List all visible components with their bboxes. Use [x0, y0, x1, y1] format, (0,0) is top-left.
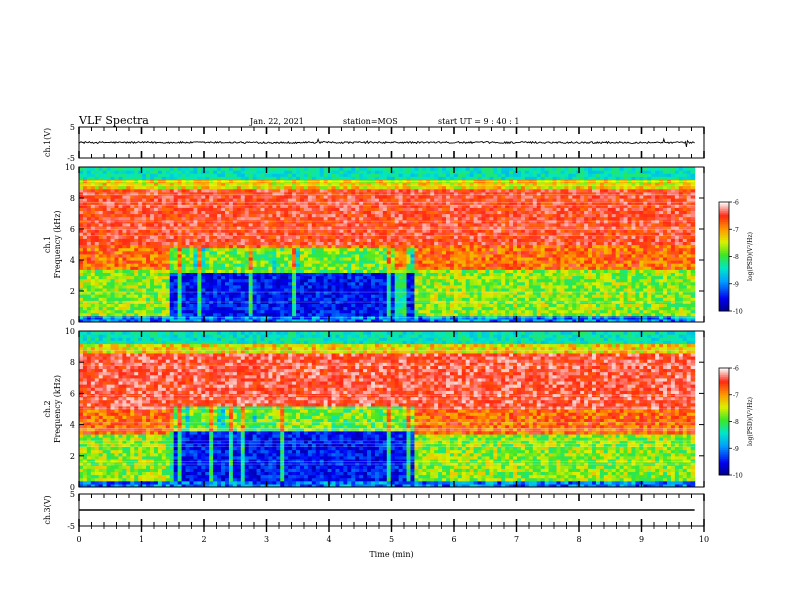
- colorbar-tick-label: -8: [733, 254, 739, 261]
- figure-title: VLF Spectra: [78, 114, 149, 127]
- spectrogram-image-2: [79, 331, 696, 487]
- colorbar-tick-label: -9: [733, 446, 739, 453]
- frequency-axis-label: Frequency (kHz): [53, 375, 62, 443]
- ch1-spectrogram-panel: 10 8 6 4 2 0 ch.1 Frequency (kHz): [43, 163, 705, 327]
- time-tick-label: 4: [326, 535, 331, 544]
- freq-tick-label: 4: [70, 421, 75, 430]
- voltage-axis-label: ch.3(V): [43, 495, 52, 524]
- ch2-spectrogram-panel: 10 8 6 4 2 0 ch.2 Frequency (kHz): [43, 327, 705, 492]
- spectrogram-image-1: [79, 167, 696, 322]
- colorbar-tick-label: -7: [733, 392, 739, 399]
- voltage-tick-label: -5: [67, 522, 75, 531]
- time-tick-label: 5: [389, 535, 394, 544]
- colorbar-label: log(PSD)(V²/Hz): [747, 397, 754, 446]
- colorbar-label: log(PSD)(V²/Hz): [747, 232, 754, 281]
- voltage-tick-label: 5: [70, 123, 75, 132]
- voltage-tick-label: -5: [67, 154, 75, 163]
- station-label: station=MOS: [343, 117, 398, 126]
- time-tick-label: 8: [576, 535, 581, 544]
- time-tick-label: 7: [514, 535, 519, 544]
- channel-label: ch.1: [43, 236, 52, 253]
- freq-tick-label: 10: [65, 163, 75, 172]
- ch3-waveform-panel: 5 -5 ch.3(V): [43, 490, 705, 531]
- time-axis-label: Time (min): [369, 550, 413, 559]
- ch2-colorbar: -6 -7 -8 -9 -10 log(PSD)(V²/Hz): [718, 366, 754, 480]
- time-tick-label: 6: [451, 535, 456, 544]
- colorbar-tick-label: -10: [733, 473, 743, 480]
- ch1-colorbar: -6 -7 -8 -9 -10 log(PSD)(V²/Hz): [718, 200, 754, 316]
- freq-tick-label: 4: [70, 256, 75, 265]
- colorbar-tick-label: -6: [733, 366, 739, 373]
- time-tick-label: 1: [139, 535, 144, 544]
- voltage-axis-label: ch.1(V): [43, 128, 52, 157]
- colorbar-tick-label: -10: [733, 309, 743, 316]
- freq-tick-label: 0: [70, 318, 75, 327]
- freq-tick-label: 0: [70, 483, 75, 492]
- waveform-trace-1: [78, 137, 695, 147]
- time-tick-label: 9: [639, 535, 644, 544]
- voltage-tick-label: 5: [70, 490, 75, 499]
- freq-tick-label: 6: [70, 225, 75, 234]
- freq-tick-label: 8: [70, 358, 75, 367]
- time-axis: 0 1 2 3 4 5 6 7 8 9 10 Time (min): [76, 526, 709, 559]
- freq-tick-label: 6: [70, 389, 75, 398]
- time-tick-label: 3: [264, 535, 269, 544]
- colorbar-tick-label: -6: [733, 200, 739, 207]
- colorbar-tick-label: -9: [733, 281, 739, 288]
- colorbar-tick-label: -8: [733, 419, 739, 426]
- date-label: Jan. 22, 2021: [249, 117, 304, 126]
- freq-tick-label: 10: [65, 327, 75, 336]
- ch1-waveform-panel: 5 -5 ch.1(V): [43, 123, 705, 163]
- time-tick-label: 2: [201, 535, 206, 544]
- time-tick-label: 0: [76, 535, 81, 544]
- colorbar-tick-label: -7: [733, 227, 739, 234]
- start-ut-label: start UT = 9 : 40 : 1: [438, 117, 519, 126]
- freq-tick-label: 8: [70, 194, 75, 203]
- channel-label: ch.2: [43, 400, 52, 417]
- time-tick-label: 10: [699, 535, 709, 544]
- freq-tick-label: 2: [70, 452, 75, 461]
- freq-tick-label: 2: [70, 287, 75, 296]
- frequency-axis-label: Frequency (kHz): [53, 210, 62, 278]
